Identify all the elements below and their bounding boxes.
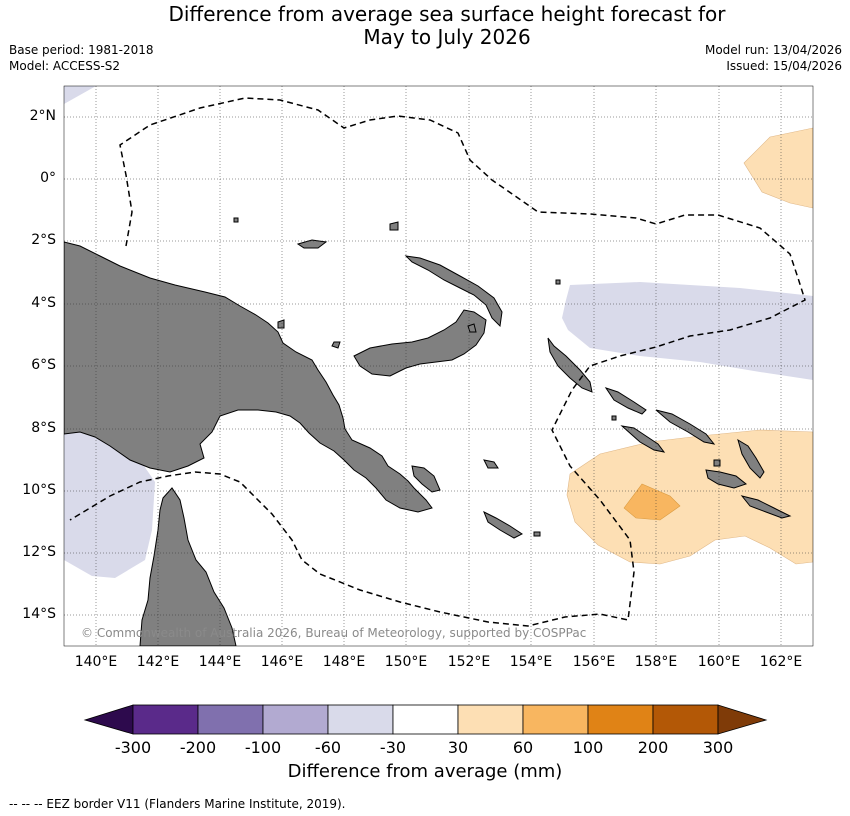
colorbar-tick: 100 — [572, 738, 604, 757]
lat-label: 0° — [40, 170, 56, 186]
new-britain — [353, 309, 487, 377]
copyright-note: © Commonwealth of Australia 2026, Bureau… — [81, 626, 587, 640]
colorbar-tick: -300 — [114, 738, 152, 757]
title-line-2: May to July 2026 — [363, 25, 531, 49]
lon-label: 152°E — [447, 654, 491, 670]
malaita — [737, 438, 765, 479]
lon-label: 146°E — [260, 654, 304, 670]
lon-label: 162°E — [759, 654, 803, 670]
colorbar-segment — [327, 704, 394, 735]
base-period: Base period: 1981-2018 — [9, 43, 154, 57]
lon-label: 158°E — [634, 654, 678, 670]
colorbar-tick: 30 — [447, 738, 469, 757]
new-ireland — [404, 255, 503, 328]
lon-label: 160°E — [697, 654, 741, 670]
colorbar-extend-min — [83, 704, 134, 735]
colorbar-segment — [262, 704, 329, 735]
lat-label: 8°S — [31, 420, 56, 436]
colorbar-tick: 300 — [702, 738, 734, 757]
issued-date: Issued: 15/04/2026 — [726, 59, 842, 73]
anomaly-neg-west — [64, 426, 155, 578]
lon-label: 144°E — [198, 654, 242, 670]
colorbar-segment — [197, 704, 264, 735]
colorbar-segment — [522, 704, 589, 735]
anomaly-pos-mid-core — [623, 483, 681, 521]
lat-label: 4°S — [31, 295, 56, 311]
manus-island — [296, 239, 328, 249]
woodlark-island — [483, 459, 499, 469]
map-area — [64, 86, 813, 646]
colorbar-tick: -30 — [379, 738, 407, 757]
colorbar-tick: 60 — [512, 738, 534, 757]
colorbar-tick: -200 — [179, 738, 217, 757]
lat-label: 12°S — [22, 544, 56, 560]
lat-label: 2°N — [29, 108, 56, 124]
choiseul — [604, 387, 647, 415]
map-frame — [63, 85, 814, 647]
colorbar — [83, 704, 768, 735]
new-guinea-mainland — [64, 241, 433, 513]
anomaly-neg-east — [562, 282, 813, 380]
lon-label: 148°E — [322, 654, 366, 670]
colorbar-segment — [587, 704, 654, 735]
colorbar-segment — [457, 704, 524, 735]
santa-isabel — [655, 409, 716, 445]
colorbar-extend-max — [717, 704, 768, 735]
model-name: Model: ACCESS-S2 — [9, 59, 121, 73]
lon-label: 150°E — [384, 654, 428, 670]
model-run: Model run: 13/04/2026 — [704, 43, 842, 57]
colorbar-segment — [132, 704, 199, 735]
lat-label: 14°S — [22, 606, 56, 622]
colorbar-tick: 200 — [637, 738, 669, 757]
lat-label: 10°S — [22, 482, 56, 498]
lon-label: 154°E — [509, 654, 553, 670]
lon-label: 140°E — [74, 654, 118, 670]
meta-right: Model run: 13/04/2026 Issued: 15/04/2026 — [705, 42, 842, 74]
lon-label: 156°E — [572, 654, 616, 670]
chart-title: Difference from average sea surface heig… — [0, 3, 850, 49]
small-islands — [233, 217, 721, 537]
graticule — [64, 86, 813, 646]
colorbar-tick: -60 — [314, 738, 342, 757]
colorbar-tick: -100 — [244, 738, 282, 757]
cape-york — [139, 487, 237, 646]
guadalcanal — [705, 469, 748, 489]
anomaly-pos-north-east — [743, 127, 813, 209]
title-line-1: Difference from average sea surface heig… — [168, 2, 726, 26]
meta-left: Base period: 1981-2018 Model: ACCESS-S2 — [9, 42, 154, 74]
louisiade-islands — [483, 510, 523, 539]
eez-footnote: -- -- -- EEZ border V11 (Flanders Marine… — [9, 797, 346, 811]
makira — [740, 495, 792, 519]
lat-label: 6°S — [31, 357, 56, 373]
lat-label: 2°S — [31, 232, 56, 248]
new-georgia — [620, 425, 666, 453]
colorbar-segment — [652, 704, 719, 735]
anomaly-neg-north-west — [64, 86, 96, 104]
colorbar-label: Difference from average (mm) — [287, 761, 563, 782]
lon-label: 142°E — [136, 654, 180, 670]
eez-border — [69, 97, 806, 627]
colorbar-segment — [392, 704, 459, 735]
land-masses — [64, 217, 792, 646]
